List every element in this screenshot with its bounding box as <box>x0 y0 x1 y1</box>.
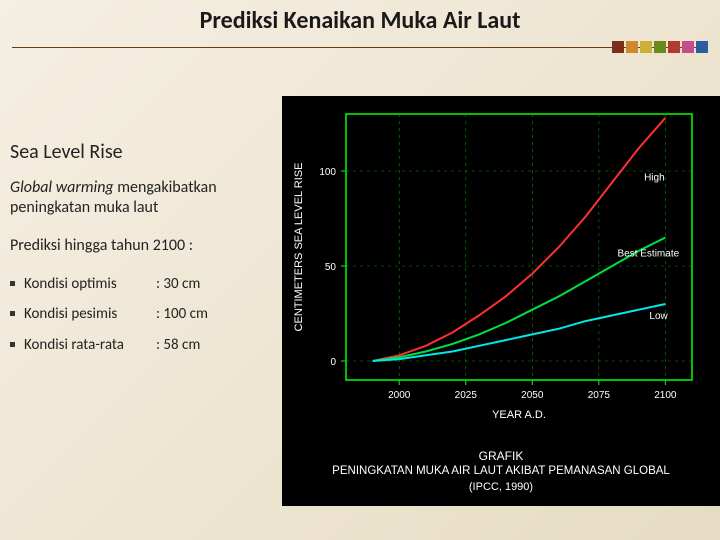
decor-square <box>668 41 680 53</box>
svg-text:2075: 2075 <box>588 390 611 401</box>
list-item: Kondisi pesimis: 100 cm <box>10 304 270 324</box>
caption-line-1: GRAFIK <box>288 448 714 464</box>
item-value: 58 cm <box>163 336 200 354</box>
caption-line-2: PENINGKATAN MUKA AIR LAUT AKIBAT PEMANAS… <box>288 464 714 480</box>
prediction-list: Kondisi optimis: 30 cm Kondisi pesimis: 1… <box>10 274 270 355</box>
decor-square <box>682 41 694 53</box>
list-item: Kondisi optimis: 30 cm <box>10 274 270 294</box>
item-label: Kondisi optimis <box>24 274 156 294</box>
paragraph-1: Global warming mengakibatkan peningkatan… <box>10 178 270 218</box>
svg-text:2050: 2050 <box>521 390 544 401</box>
decor-square <box>696 41 708 53</box>
svg-text:Best Estimate: Best Estimate <box>617 249 679 260</box>
page-title: Prediksi Kenaikan Muka Air Laut <box>0 6 720 35</box>
item-label: Kondisi pesimis <box>24 304 156 324</box>
emphasis: Global warming <box>10 178 114 197</box>
sea-level-chart: 2000 2025 2050 2075 2100 0 50 100 YEAR A.D. CENTI… <box>282 96 720 444</box>
svg-text:Low: Low <box>649 311 668 322</box>
svg-text:0: 0 <box>330 357 336 368</box>
svg-text:YEAR A.D.: YEAR A.D. <box>492 409 546 421</box>
svg-text:2025: 2025 <box>455 390 478 401</box>
item-value: 100 cm <box>163 305 208 323</box>
decor-square <box>640 41 652 53</box>
svg-text:100: 100 <box>319 167 336 178</box>
svg-text:CENTIMETERS SEA LEVEL RISE: CENTIMETERS SEA LEVEL RISE <box>293 163 305 332</box>
svg-text:High: High <box>644 173 665 184</box>
chart-caption: GRAFIK PENINGKATAN MUKA AIR LAUT AKIBAT … <box>282 444 720 495</box>
decor-square <box>626 41 638 53</box>
item-label: Kondisi rata-rata <box>24 335 156 355</box>
svg-text:2000: 2000 <box>388 390 411 401</box>
left-column: Sea Level Rise Global warming mengakibat… <box>10 140 270 365</box>
caption-line-3: (IPCC, 1990) <box>288 480 714 495</box>
item-value: 30 cm <box>163 275 200 293</box>
section-heading: Sea Level Rise <box>10 140 270 164</box>
title-underline <box>12 39 708 57</box>
list-item: Kondisi rata-rata: 58 cm <box>10 335 270 355</box>
decor-square <box>654 41 666 53</box>
decor-square <box>612 41 624 53</box>
paragraph-2: Prediksi hingga tahun 2100 : <box>10 236 270 256</box>
divider <box>12 47 708 48</box>
decor-squares <box>612 41 708 53</box>
chart-panel: 2000 2025 2050 2075 2100 0 50 100 YEAR A.D. CENTI… <box>282 96 720 506</box>
svg-text:2100: 2100 <box>654 390 677 401</box>
svg-text:50: 50 <box>325 262 337 273</box>
